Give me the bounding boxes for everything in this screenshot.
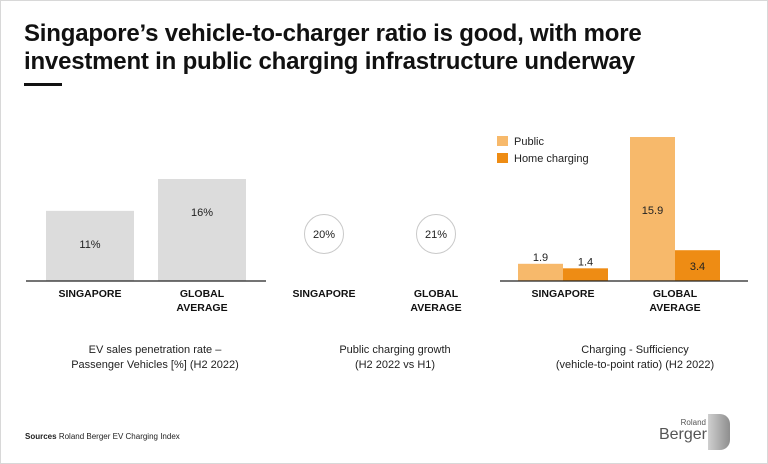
roland-berger-logo: Roland Berger (659, 412, 744, 452)
legend-label-home: Home charging (514, 153, 589, 165)
sources-text: Roland Berger EV Charging Index (58, 432, 180, 441)
bar-penetration-2 (158, 179, 246, 281)
sources-note: Sources Roland Berger EV Charging Index (25, 432, 180, 441)
x-label-growth-2-line-2: AVERAGE (410, 302, 461, 314)
caption-sufficiency-line-1: Charging - Sufficiency (581, 344, 689, 356)
caption-sufficiency-line-2: (vehicle-to-point ratio) (H2 2022) (555, 359, 715, 371)
legend-label-public: Public (514, 136, 544, 148)
bar-home-1 (563, 268, 608, 281)
caption-growth-line-1: Public charging growth (339, 344, 451, 356)
chart-title: Singapore’s vehicle-to-charger ratio is … (24, 20, 642, 75)
data-label-growth-1: 20% (313, 229, 335, 241)
caption-sufficiency: Charging - Sufficiency (vehicle-to-point… (510, 343, 760, 373)
title-underline (24, 83, 62, 86)
data-label-home-2: 3.4 (690, 261, 705, 273)
legend-swatch-home (497, 153, 508, 163)
logo-text-berger: Berger (658, 426, 707, 443)
x-label-growth-2-line-1: GLOBAL (414, 288, 459, 300)
x-label-penetration-2-line-1: GLOBAL (180, 288, 225, 300)
data-label-home-1: 1.4 (578, 256, 593, 268)
bar-penetration-1 (46, 210, 134, 281)
data-label-public-1: 1.9 (533, 252, 548, 264)
x-label-sufficiency-2-line-2: AVERAGE (649, 302, 700, 314)
logo-b-mark (708, 414, 730, 450)
x-label-penetration-1-line-1: SINGAPORE (58, 288, 121, 300)
bar-home-2 (675, 250, 720, 281)
x-label-growth-1-line-1: SINGAPORE (292, 288, 355, 300)
bubble-growth-2 (416, 214, 456, 254)
data-label-penetration-2: 16% (191, 207, 213, 219)
bubble-growth-1 (304, 214, 344, 254)
data-label-growth-2: 21% (425, 229, 447, 241)
bar-public-1 (518, 263, 563, 281)
caption-growth: Public charging growth (H2 2022 vs H1) (290, 343, 500, 373)
caption-penetration: EV sales penetration rate – Passenger Ve… (20, 343, 290, 373)
sources-label: Sources (25, 432, 57, 441)
logo-text-roland: Roland (680, 418, 706, 427)
legend-swatch-public (497, 136, 508, 146)
data-label-penetration-1: 11% (79, 239, 100, 251)
bar-public-2 (630, 137, 675, 281)
x-label-penetration-2-line-2: AVERAGE (176, 302, 227, 314)
caption-growth-line-2: (H2 2022 vs H1) (354, 359, 436, 371)
x-label-sufficiency-2-line-1: GLOBAL (653, 288, 698, 300)
caption-penetration-line-1: EV sales penetration rate – (88, 344, 222, 356)
x-label-sufficiency-1-line-1: SINGAPORE (531, 288, 594, 300)
caption-penetration-line-2: Passenger Vehicles [%] (H2 2022) (71, 359, 239, 371)
data-label-public-2: 15.9 (642, 205, 663, 217)
